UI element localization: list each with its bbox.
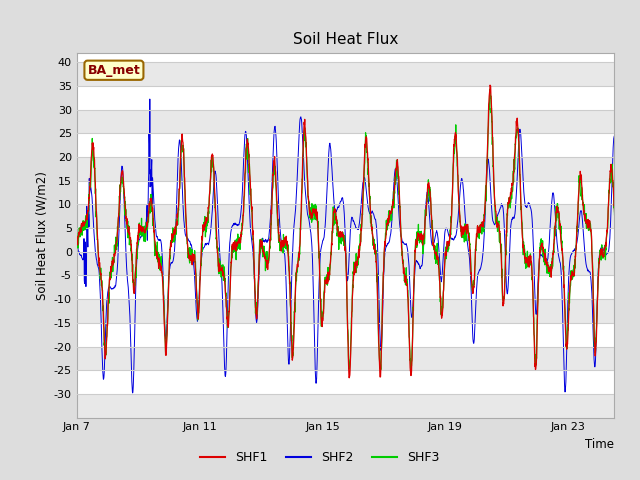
X-axis label: Time: Time bbox=[586, 438, 614, 451]
Bar bbox=[77, 204, 614, 228]
Bar bbox=[77, 62, 614, 86]
Bar bbox=[77, 394, 614, 418]
Text: BA_met: BA_met bbox=[88, 64, 140, 77]
Bar bbox=[77, 252, 614, 276]
Y-axis label: Soil Heat Flux (W/m2): Soil Heat Flux (W/m2) bbox=[35, 171, 48, 300]
Bar bbox=[77, 299, 614, 323]
Bar bbox=[77, 157, 614, 180]
Bar bbox=[77, 347, 614, 370]
Title: Soil Heat Flux: Soil Heat Flux bbox=[293, 33, 398, 48]
Bar bbox=[77, 109, 614, 133]
Legend: SHF1, SHF2, SHF3: SHF1, SHF2, SHF3 bbox=[195, 446, 445, 469]
